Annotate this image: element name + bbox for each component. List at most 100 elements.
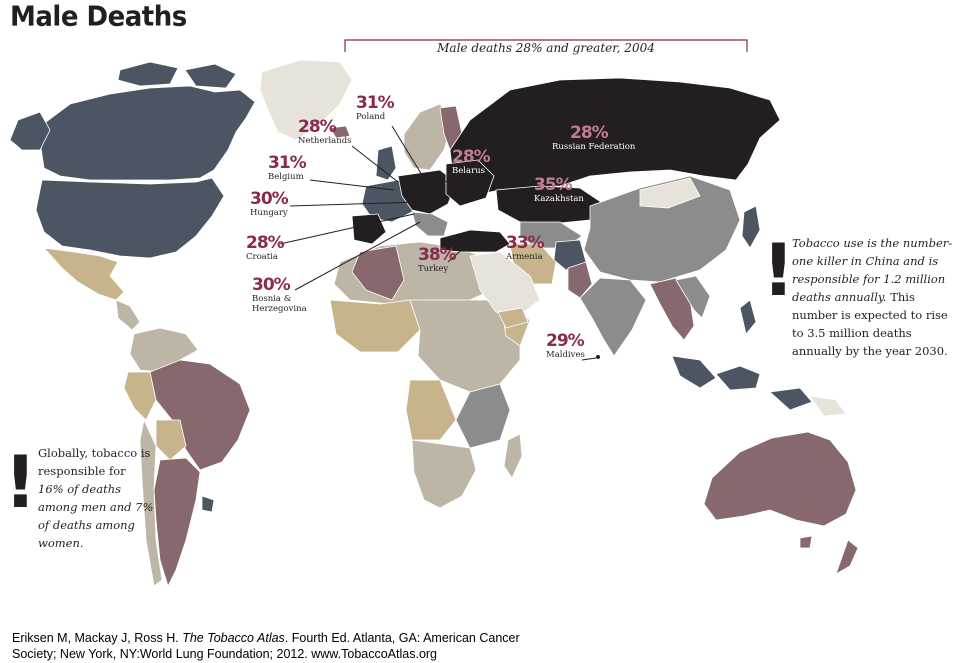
callout-belarus-pct: 28% <box>452 147 491 167</box>
region-pakistan <box>567 261 593 299</box>
region-iberia <box>351 213 387 245</box>
callout-turkey: 38% Turkey <box>418 245 457 274</box>
region-mexico <box>42 247 125 301</box>
citation-book-title: The Tobacco Atlas <box>182 631 285 645</box>
region-uruguay <box>201 495 215 513</box>
note-global-women: 7% of deaths among women. <box>38 500 154 550</box>
callout-hungary: 30% Hungary <box>250 189 289 218</box>
leader-belarus <box>445 167 455 183</box>
citation-authors: Eriksen M, Mackay J, Ross H. <box>12 631 183 645</box>
callout-poland-pct: 31% <box>356 93 395 113</box>
region-algeria <box>351 245 405 301</box>
region-scandinavia <box>403 103 453 171</box>
callout-belgium: 31% Belgium <box>268 153 307 182</box>
region-madagascar <box>503 433 523 479</box>
region-iceland <box>329 125 351 139</box>
citation: Eriksen M, Mackay J, Ross H. The Tobacco… <box>12 630 532 662</box>
region-canada-arctic <box>117 61 237 89</box>
region-tasmania <box>799 535 813 549</box>
callout-turkey-pct: 38% <box>418 245 457 265</box>
region-new-zealand <box>835 539 859 575</box>
callout-armenia-pct: 33% <box>506 233 545 253</box>
callout-croatia-country: Croatia <box>246 252 278 262</box>
leader-belgium <box>309 179 395 191</box>
callout-armenia-country: Armenia <box>506 252 543 262</box>
region-turkey <box>439 229 511 253</box>
region-indonesia <box>671 355 813 411</box>
callout-poland-country: Poland <box>356 112 386 122</box>
region-italy-balkans <box>411 211 449 237</box>
region-belarus-ukraine <box>445 159 495 207</box>
bracket-label: Male deaths 28% and greater, 2004 <box>345 41 747 55</box>
callout-croatia: 28% Croatia <box>246 233 285 262</box>
note-global-plain: Globally, tobacco is responsible for <box>38 446 151 478</box>
region-angola <box>405 379 457 441</box>
callout-maldives: 29% Maldives <box>546 332 585 360</box>
callout-maldives-pct: 29% <box>546 331 585 351</box>
callout-armenia: 33% Armenia <box>506 233 545 262</box>
callout-netherlands-pct: 28% <box>298 117 337 137</box>
region-brazil <box>149 359 251 471</box>
region-arabia <box>469 251 541 319</box>
callout-hungary-pct: 30% <box>250 189 289 209</box>
region-east-africa <box>455 383 511 449</box>
region-chile <box>139 418 163 587</box>
callout-russia: 28% Russian Federation <box>552 124 635 152</box>
exclamation-icon: ! <box>762 228 795 312</box>
leader-turkey <box>447 245 467 263</box>
region-usa <box>35 177 225 259</box>
note-global-men: 16% of deaths among men and <box>38 482 132 514</box>
callout-russia-country: Russian Federation <box>552 142 636 152</box>
region-argentina <box>153 457 201 588</box>
region-alaska <box>9 111 51 151</box>
region-central-europe-dark <box>397 169 457 215</box>
region-southern-africa <box>411 439 477 509</box>
region-china-mongolia <box>583 175 741 283</box>
callout-netherlands-country: Netherlands <box>298 136 352 146</box>
leader-bosnia <box>294 221 421 291</box>
leader-croatia <box>279 213 415 245</box>
world-map <box>9 39 859 588</box>
region-yemen <box>497 307 529 329</box>
callout-croatia-pct: 28% <box>246 233 285 253</box>
exclamation-icon-left: ! <box>4 440 37 524</box>
leader-poland <box>391 125 426 181</box>
region-greenland <box>259 59 353 141</box>
region-korea-japan <box>741 205 761 249</box>
callout-bosnia: 30% Bosnia & Herzegovina <box>252 276 332 314</box>
callout-kazakhstan: 35% Kazakhstan <box>534 176 584 204</box>
callout-bosnia-pct: 30% <box>252 275 291 295</box>
note-china-plain: This number is expected to rise to 3.5 m… <box>792 290 948 358</box>
callout-maldives-country: Maldives <box>546 350 585 360</box>
bracket-label-text: Male deaths 28% and greater, 2004 <box>432 41 660 55</box>
callout-bosnia-country: Bosnia & Herzegovina <box>252 294 307 314</box>
callout-belgium-country: Belgium <box>268 172 304 182</box>
region-png <box>809 395 847 417</box>
region-mongolia <box>639 177 701 209</box>
leader-maldives <box>581 357 597 361</box>
callout-belarus: 28% Belarus <box>452 147 491 176</box>
note-china: Tobacco use is the number-one killer in … <box>792 234 960 360</box>
callout-kazakhstan-country: Kazakhstan <box>534 194 584 204</box>
bracket-line <box>344 39 748 52</box>
callout-russia-pct: 28% <box>570 123 609 143</box>
region-uk <box>375 145 397 181</box>
callout-hungary-country: Hungary <box>250 208 288 218</box>
region-philippines <box>739 299 757 335</box>
callout-turkey-country: Turkey <box>418 264 449 274</box>
callout-poland: 31% Poland <box>356 93 395 122</box>
callout-netherlands: 28% Netherlands <box>298 118 352 146</box>
region-central-america <box>115 299 141 331</box>
callout-kazakhstan-pct: 35% <box>534 175 573 195</box>
region-indochina <box>675 275 711 319</box>
maldives-marker <box>596 355 600 359</box>
leader-netherlands <box>351 145 399 183</box>
region-bolivia <box>155 419 187 461</box>
callout-belgium-pct: 31% <box>268 153 307 173</box>
map-title: Male Deaths <box>10 1 187 33</box>
citation-details: . Fourth Ed. Atlanta, GA: American Cance… <box>12 631 520 661</box>
region-australia <box>703 431 857 527</box>
leader-lines <box>279 125 597 361</box>
note-china-italic: Tobacco use is the number-one killer in … <box>792 236 953 304</box>
region-canada <box>37 85 256 181</box>
